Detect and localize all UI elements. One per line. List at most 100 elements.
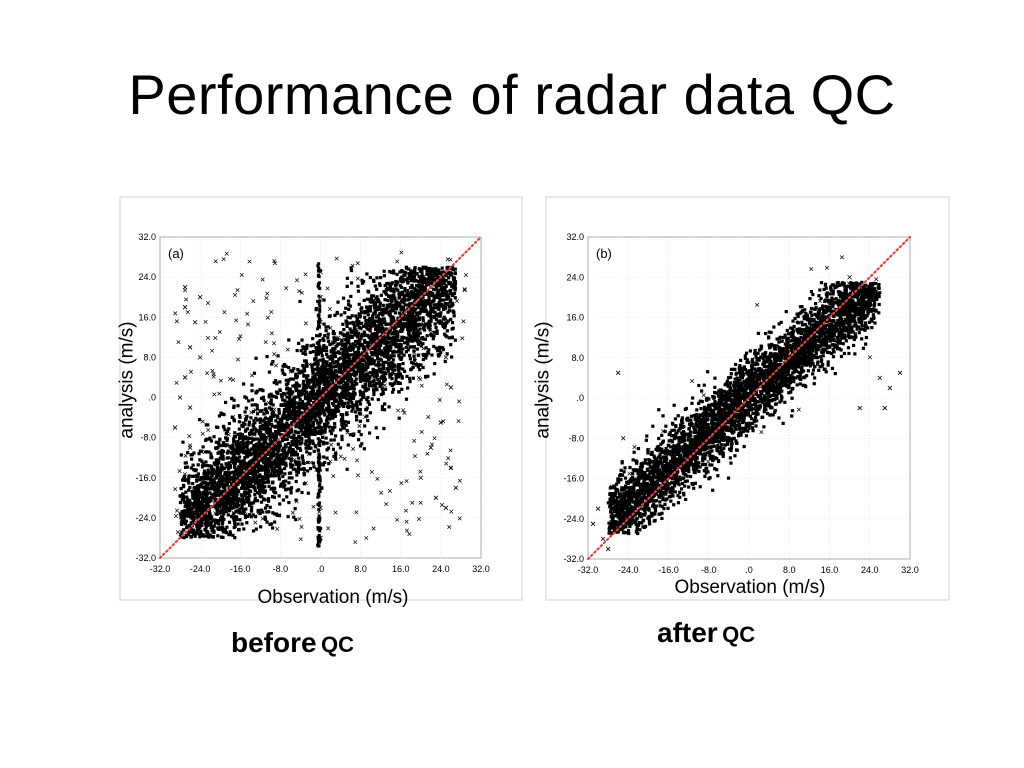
data-point	[245, 414, 249, 419]
data-point	[409, 290, 414, 294]
data-point	[301, 459, 305, 463]
data-point	[317, 383, 321, 387]
data-point	[286, 514, 290, 519]
data-point	[281, 436, 285, 440]
data-point	[433, 362, 437, 366]
data-point	[283, 372, 287, 377]
data-point	[343, 392, 347, 396]
data-point	[248, 494, 252, 498]
data-point	[414, 362, 419, 366]
data-point	[333, 313, 337, 317]
data-point	[279, 433, 283, 437]
data-point	[265, 476, 269, 481]
data-point	[250, 403, 254, 407]
data-point	[256, 485, 260, 490]
data-point	[232, 478, 236, 482]
data-point	[394, 372, 398, 377]
data-point	[415, 338, 419, 342]
data-point	[366, 318, 370, 322]
data-point	[234, 509, 238, 514]
data-point	[220, 499, 225, 504]
data-point	[342, 328, 346, 332]
data-point	[207, 450, 211, 454]
data-point	[202, 513, 206, 517]
data-point	[311, 337, 315, 341]
x-tick-label: 8.0	[354, 564, 367, 574]
data-point	[234, 485, 238, 489]
data-point	[283, 433, 287, 437]
data-point	[332, 408, 337, 412]
data-point	[271, 414, 275, 419]
data-point	[277, 454, 281, 458]
data-point	[289, 391, 293, 395]
data-point	[316, 456, 320, 460]
data-point	[414, 327, 418, 331]
data-point	[370, 373, 374, 377]
data-point	[322, 455, 326, 459]
data-point	[337, 366, 341, 370]
data-point	[251, 513, 255, 517]
data-point	[264, 402, 268, 406]
data-point	[280, 462, 284, 466]
data-point	[383, 284, 388, 288]
data-point	[319, 367, 323, 372]
data-point	[284, 444, 288, 448]
data-point	[262, 497, 266, 501]
data-point	[335, 364, 340, 368]
data-point	[262, 460, 266, 464]
data-point	[452, 276, 457, 280]
data-point	[408, 357, 412, 361]
data-point	[260, 457, 264, 461]
data-point	[196, 509, 200, 513]
data-point	[286, 441, 291, 446]
data-point	[285, 437, 289, 441]
data-point	[178, 494, 182, 498]
data-point	[377, 350, 382, 354]
data-point	[359, 379, 363, 383]
data-point	[309, 403, 313, 408]
data-point	[412, 332, 417, 336]
data-point	[343, 390, 348, 394]
data-point	[351, 366, 355, 370]
data-point	[353, 324, 357, 328]
data-point	[322, 391, 326, 395]
data-point	[230, 396, 234, 400]
data-point	[376, 361, 381, 365]
data-point	[288, 427, 292, 431]
data-point	[212, 461, 216, 465]
data-point	[378, 370, 382, 374]
data-point	[242, 435, 246, 440]
data-point	[331, 397, 335, 401]
data-point	[206, 487, 210, 491]
data-point	[302, 473, 306, 477]
data-point	[200, 459, 204, 463]
data-point	[267, 469, 271, 473]
data-point	[317, 460, 321, 464]
data-point	[408, 322, 412, 326]
data-point	[201, 445, 205, 449]
data-point	[314, 410, 318, 415]
data-point	[329, 438, 333, 442]
data-point	[229, 514, 234, 519]
data-point	[400, 316, 405, 321]
data-point	[355, 316, 359, 321]
data-point	[202, 469, 207, 473]
y-tick-label: -16.0	[135, 473, 156, 483]
data-point	[282, 451, 286, 455]
data-point	[428, 304, 433, 308]
data-point	[350, 314, 354, 318]
data-point	[254, 498, 258, 503]
data-point	[304, 361, 308, 365]
data-point	[230, 415, 234, 420]
data-point	[233, 521, 237, 526]
data-point	[185, 495, 189, 499]
data-point	[293, 507, 297, 511]
data-point	[302, 367, 306, 371]
data-point	[372, 360, 376, 364]
data-point	[451, 292, 455, 296]
data-point	[358, 361, 362, 366]
data-point	[365, 375, 369, 379]
data-point	[365, 309, 369, 314]
data-point	[361, 351, 365, 355]
data-point	[199, 529, 203, 533]
